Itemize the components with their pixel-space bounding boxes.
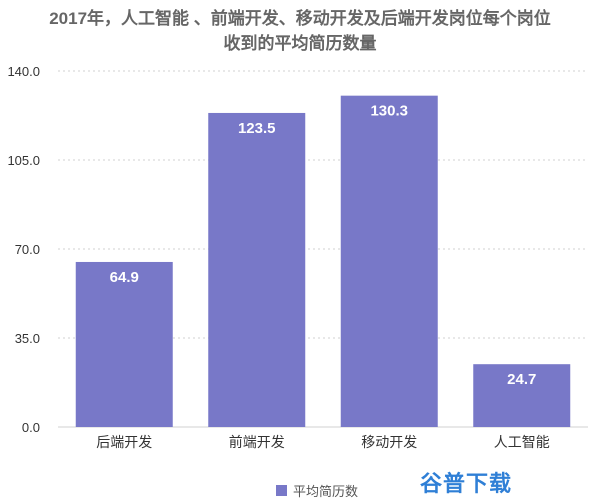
- data-label: 123.5: [238, 120, 276, 137]
- x-tick-label: 前端开发: [229, 434, 285, 451]
- chart-title-line-1: 2017年，人工智能 、前端开发、移动开发及后端开发岗位每个岗位: [49, 9, 551, 28]
- x-tick-label: 后端开发: [96, 435, 152, 451]
- y-tick-label: 105.0: [7, 153, 40, 168]
- watermark-logo: 谷普下载: [420, 471, 513, 496]
- legend-swatch: [276, 484, 287, 496]
- y-tick-label: 0.0: [22, 420, 40, 435]
- legend-label: 平均简历数: [293, 483, 359, 499]
- data-label: 64.9: [110, 269, 139, 286]
- bar: [75, 261, 173, 427]
- x-tick-label: 人工智能: [494, 435, 550, 451]
- y-tick-label: 70.0: [15, 242, 40, 257]
- bar: [473, 364, 571, 427]
- data-label: 130.3: [370, 103, 408, 120]
- y-tick-label: 140.0: [7, 64, 40, 79]
- bar: [340, 95, 438, 427]
- x-tick-label: 移动开发: [361, 435, 417, 451]
- chart-title-line-2: 收到的平均简历数量: [223, 34, 377, 53]
- chart-title: 2017年，人工智能 、前端开发、移动开发及后端开发岗位每个岗位 收到的平均简历…: [0, 6, 600, 56]
- bar: [208, 112, 306, 427]
- y-tick-label: 35.0: [15, 331, 40, 346]
- legend: 平均简历数: [276, 482, 359, 499]
- data-label: 24.7: [507, 371, 536, 388]
